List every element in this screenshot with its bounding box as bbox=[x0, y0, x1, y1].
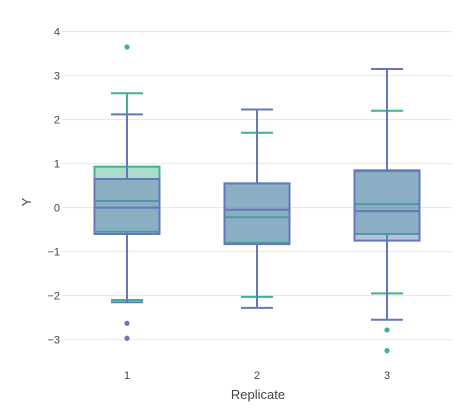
x-tick-label: 3 bbox=[384, 370, 390, 382]
box bbox=[353, 170, 421, 242]
y-tick-label: −1 bbox=[47, 247, 60, 259]
outlier-point bbox=[124, 320, 130, 326]
y-axis-title: Y bbox=[19, 197, 34, 206]
outlier-point bbox=[124, 44, 130, 50]
x-tick-label: 2 bbox=[254, 370, 260, 382]
y-tick-label: 2 bbox=[54, 115, 60, 127]
y-tick-label: 1 bbox=[54, 159, 60, 171]
y-tick-label: −2 bbox=[47, 291, 60, 303]
outlier-point bbox=[124, 335, 130, 341]
x-axis-title: Replicate bbox=[231, 387, 285, 402]
y-tick-label: 4 bbox=[54, 27, 60, 39]
box bbox=[353, 169, 421, 235]
box bbox=[223, 182, 291, 246]
y-tick-labels: 4 3 2 1 0 −1 −2 −3 bbox=[47, 27, 60, 347]
y-tick-label: 3 bbox=[54, 71, 60, 83]
x-tick-label: 1 bbox=[124, 370, 130, 382]
box bbox=[93, 178, 161, 235]
y-tick-label: −3 bbox=[47, 335, 60, 347]
x-tick-labels: 1 2 3 bbox=[124, 370, 390, 382]
y-tick-label: 0 bbox=[54, 203, 60, 215]
outlier-point bbox=[384, 348, 390, 354]
box-traces bbox=[93, 44, 421, 354]
outlier-point bbox=[384, 327, 390, 333]
